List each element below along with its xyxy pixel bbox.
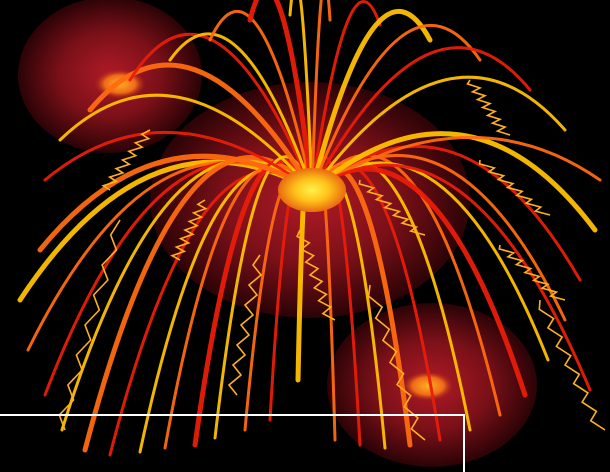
streak [310,0,332,192]
streak [58,93,314,192]
squiggle [227,254,263,396]
streak [168,32,314,192]
squiggle [498,244,566,301]
streak [309,131,598,233]
streak [128,32,314,192]
streak [310,135,602,192]
streak [310,154,567,322]
burst-core [278,168,346,212]
streak [288,0,314,192]
streak [310,23,482,192]
streak [247,0,315,193]
squiggle [538,299,606,431]
squiggle [170,199,208,261]
streak [43,131,314,192]
streak [310,153,502,417]
squiggle [101,129,151,191]
streak [37,153,315,253]
squiggle [466,79,511,136]
streak [208,9,314,192]
streak [87,62,315,193]
squiggle [296,229,336,321]
streak [310,46,532,192]
streak [310,0,382,192]
squiggle [478,159,551,216]
streak [309,8,433,193]
squiggle [58,219,121,431]
streak [310,163,592,392]
squiggle [358,179,426,236]
streak [163,163,314,450]
glow-bottom-right [402,371,454,401]
streak [310,75,567,192]
